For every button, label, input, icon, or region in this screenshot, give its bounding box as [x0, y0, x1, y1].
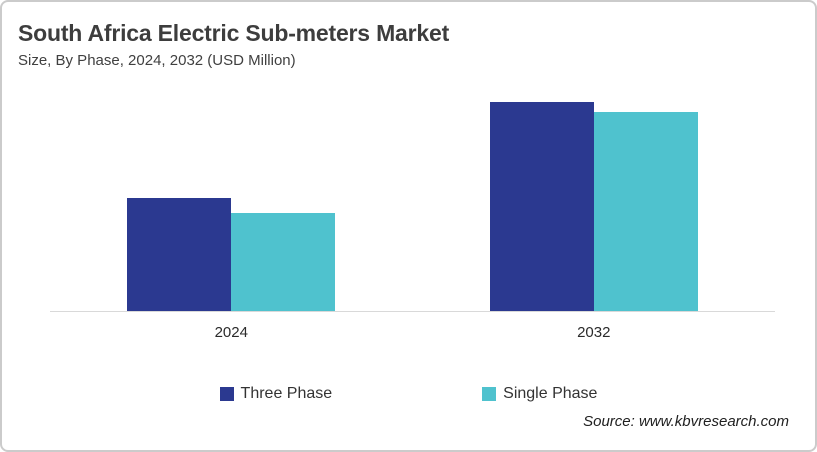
legend-item-single-phase: Single Phase	[482, 385, 597, 403]
x-axis-label-2032: 2032	[577, 324, 611, 341]
legend-item-three-phase: Three Phase	[219, 385, 333, 403]
chart-title: South Africa Electric Sub-meters Market	[18, 20, 450, 46]
bar-single-phase-2024	[231, 213, 336, 311]
bar-group-2024	[127, 92, 336, 311]
plot-area	[50, 92, 775, 311]
bar-three-phase-2032	[489, 102, 594, 311]
source-credit: Source: www.kbvresearch.com	[583, 413, 789, 430]
bar-single-phase-2032	[593, 112, 698, 311]
legend: Three Phase Single Phase	[2, 385, 815, 403]
three-phase-swatch-icon	[219, 387, 234, 401]
bar-group-2032	[489, 92, 698, 311]
chart-subtitle: Size, By Phase, 2024, 2032 (USD Million)	[18, 51, 296, 69]
legend-label-single-phase: Single Phase	[503, 385, 598, 402]
x-axis-label-2024: 2024	[214, 324, 248, 341]
x-axis-tick-row: 2024 2032	[50, 324, 775, 341]
x-axis-line	[50, 311, 775, 312]
single-phase-swatch-icon	[482, 387, 497, 401]
legend-label-three-phase: Three Phase	[240, 385, 333, 402]
chart-header: South Africa Electric Sub-meters Market …	[18, 20, 449, 69]
bar-three-phase-2024	[127, 198, 232, 311]
